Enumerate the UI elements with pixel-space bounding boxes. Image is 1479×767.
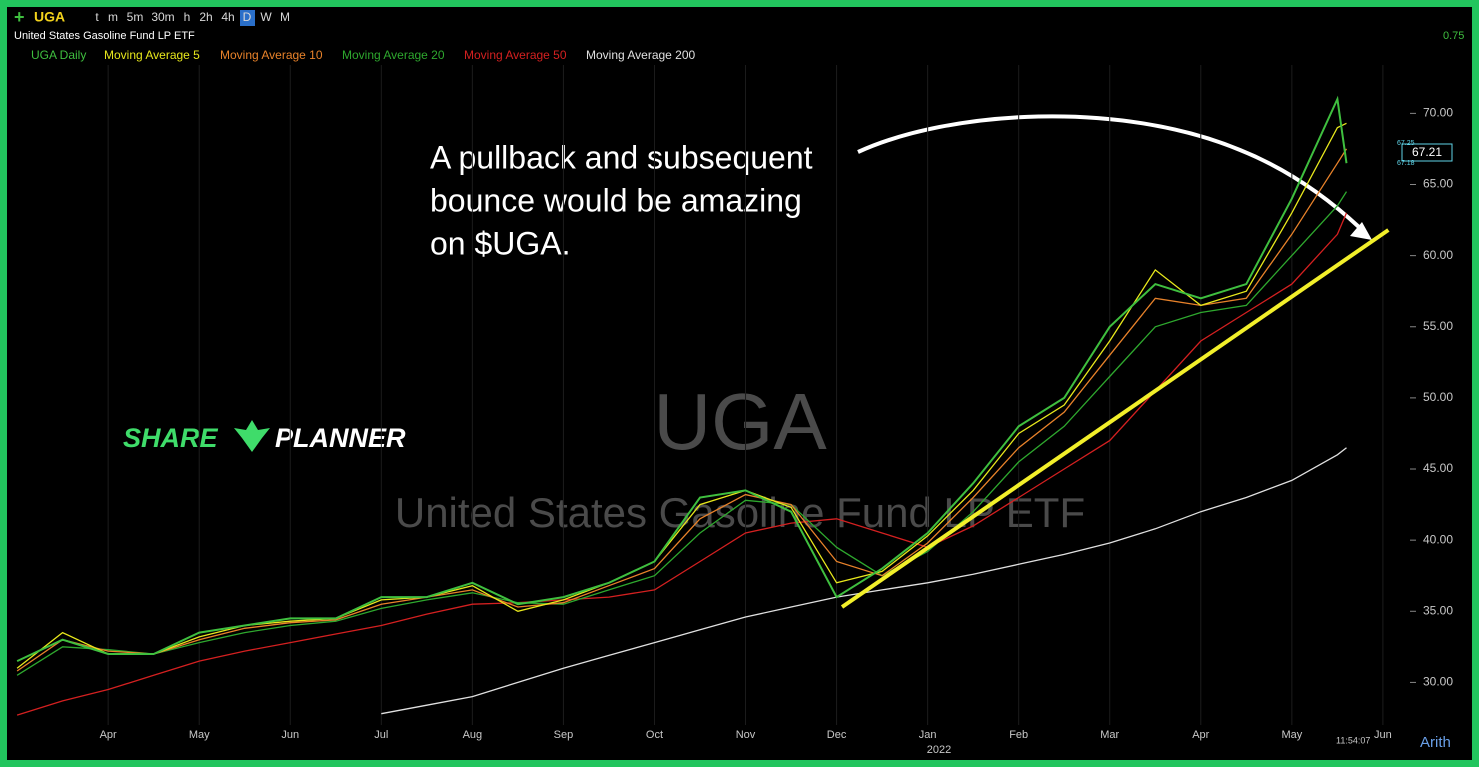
- logo-icon: [234, 420, 270, 452]
- x-tick-label: Oct: [646, 729, 663, 741]
- watermark-symbol: UGA: [653, 377, 827, 466]
- legend-entry[interactable]: Moving Average 5: [104, 48, 200, 62]
- interval-button[interactable]: W: [260, 10, 272, 24]
- last-price: 67.21: [1412, 145, 1442, 159]
- y-tick-label: 50.00: [1423, 390, 1453, 404]
- x-tick-label: Mar: [1100, 729, 1119, 741]
- x-tick-label: May: [189, 729, 210, 741]
- last-price-box: [1401, 143, 1453, 162]
- annotation-line: on $UGA.: [430, 225, 571, 261]
- active-interval-bg: [240, 10, 255, 26]
- series-line: [381, 447, 1347, 715]
- interval-button[interactable]: 30m: [151, 10, 174, 24]
- legend-entry[interactable]: UGA Daily: [31, 48, 86, 62]
- interval-button[interactable]: M: [280, 10, 290, 24]
- x-tick-label: Jun: [1374, 729, 1392, 741]
- legend-entry[interactable]: Moving Average 200: [586, 48, 696, 62]
- x-tick-label: Feb: [1009, 729, 1028, 741]
- legend-entry[interactable]: Moving Average 10: [220, 48, 323, 62]
- y-tick-label: 35.00: [1423, 603, 1453, 617]
- arrow-head: [1350, 222, 1372, 240]
- y-tick-label: 30.00: [1423, 675, 1453, 689]
- legend-entry[interactable]: Moving Average 50: [464, 48, 567, 62]
- interval-button[interactable]: D: [243, 10, 252, 24]
- legend-entry[interactable]: Moving Average 20: [342, 48, 445, 62]
- x-tick-label: May: [1281, 729, 1302, 741]
- clock: 11:54:07: [1336, 735, 1370, 745]
- interval-button[interactable]: t: [95, 10, 99, 24]
- y-tick-label: 70.00: [1423, 106, 1453, 120]
- ask: 67.25: [1397, 140, 1415, 147]
- scale-mode[interactable]: Arith: [1420, 734, 1451, 751]
- interval-button[interactable]: 4h: [221, 10, 234, 24]
- x-tick-label: Nov: [736, 729, 756, 741]
- change: 0.75: [1443, 30, 1464, 42]
- subtitle: United States Gasoline Fund LP ETF: [14, 30, 195, 42]
- x-tick-label: Jul: [374, 729, 388, 741]
- year-label: 2022: [927, 744, 951, 756]
- interval-button[interactable]: 2h: [199, 10, 212, 24]
- y-tick-label: 40.00: [1423, 532, 1453, 546]
- interval-button[interactable]: m: [108, 10, 118, 24]
- add-icon[interactable]: +: [14, 7, 25, 27]
- symbol[interactable]: UGA: [34, 9, 65, 25]
- bid: 67.18: [1397, 160, 1415, 167]
- series-line: [16, 191, 1348, 676]
- y-tick-label: 55.00: [1423, 319, 1453, 333]
- y-tick-label: 65.00: [1423, 177, 1453, 191]
- interval-button[interactable]: 5m: [127, 10, 144, 24]
- x-tick-label: Jan: [919, 729, 937, 741]
- x-tick-label: Dec: [827, 729, 847, 741]
- x-tick-label: Aug: [463, 729, 483, 741]
- series-line: [16, 148, 1348, 672]
- annotation-line: bounce would be amazing: [430, 182, 802, 218]
- x-tick-label: Apr: [100, 729, 117, 741]
- trendline: [840, 228, 1390, 609]
- annotation-line: A pullback and subsequent: [430, 139, 813, 175]
- series-line: [16, 95, 1348, 663]
- y-tick-label: 60.00: [1423, 248, 1453, 262]
- x-tick-label: Apr: [1192, 729, 1209, 741]
- logo-left: SHARE: [123, 423, 219, 453]
- x-tick-label: Sep: [554, 729, 574, 741]
- x-tick-label: Jun: [281, 729, 299, 741]
- logo-right: PLANNER: [275, 423, 406, 453]
- y-tick-label: 45.00: [1423, 461, 1453, 475]
- interval-button[interactable]: h: [184, 10, 191, 24]
